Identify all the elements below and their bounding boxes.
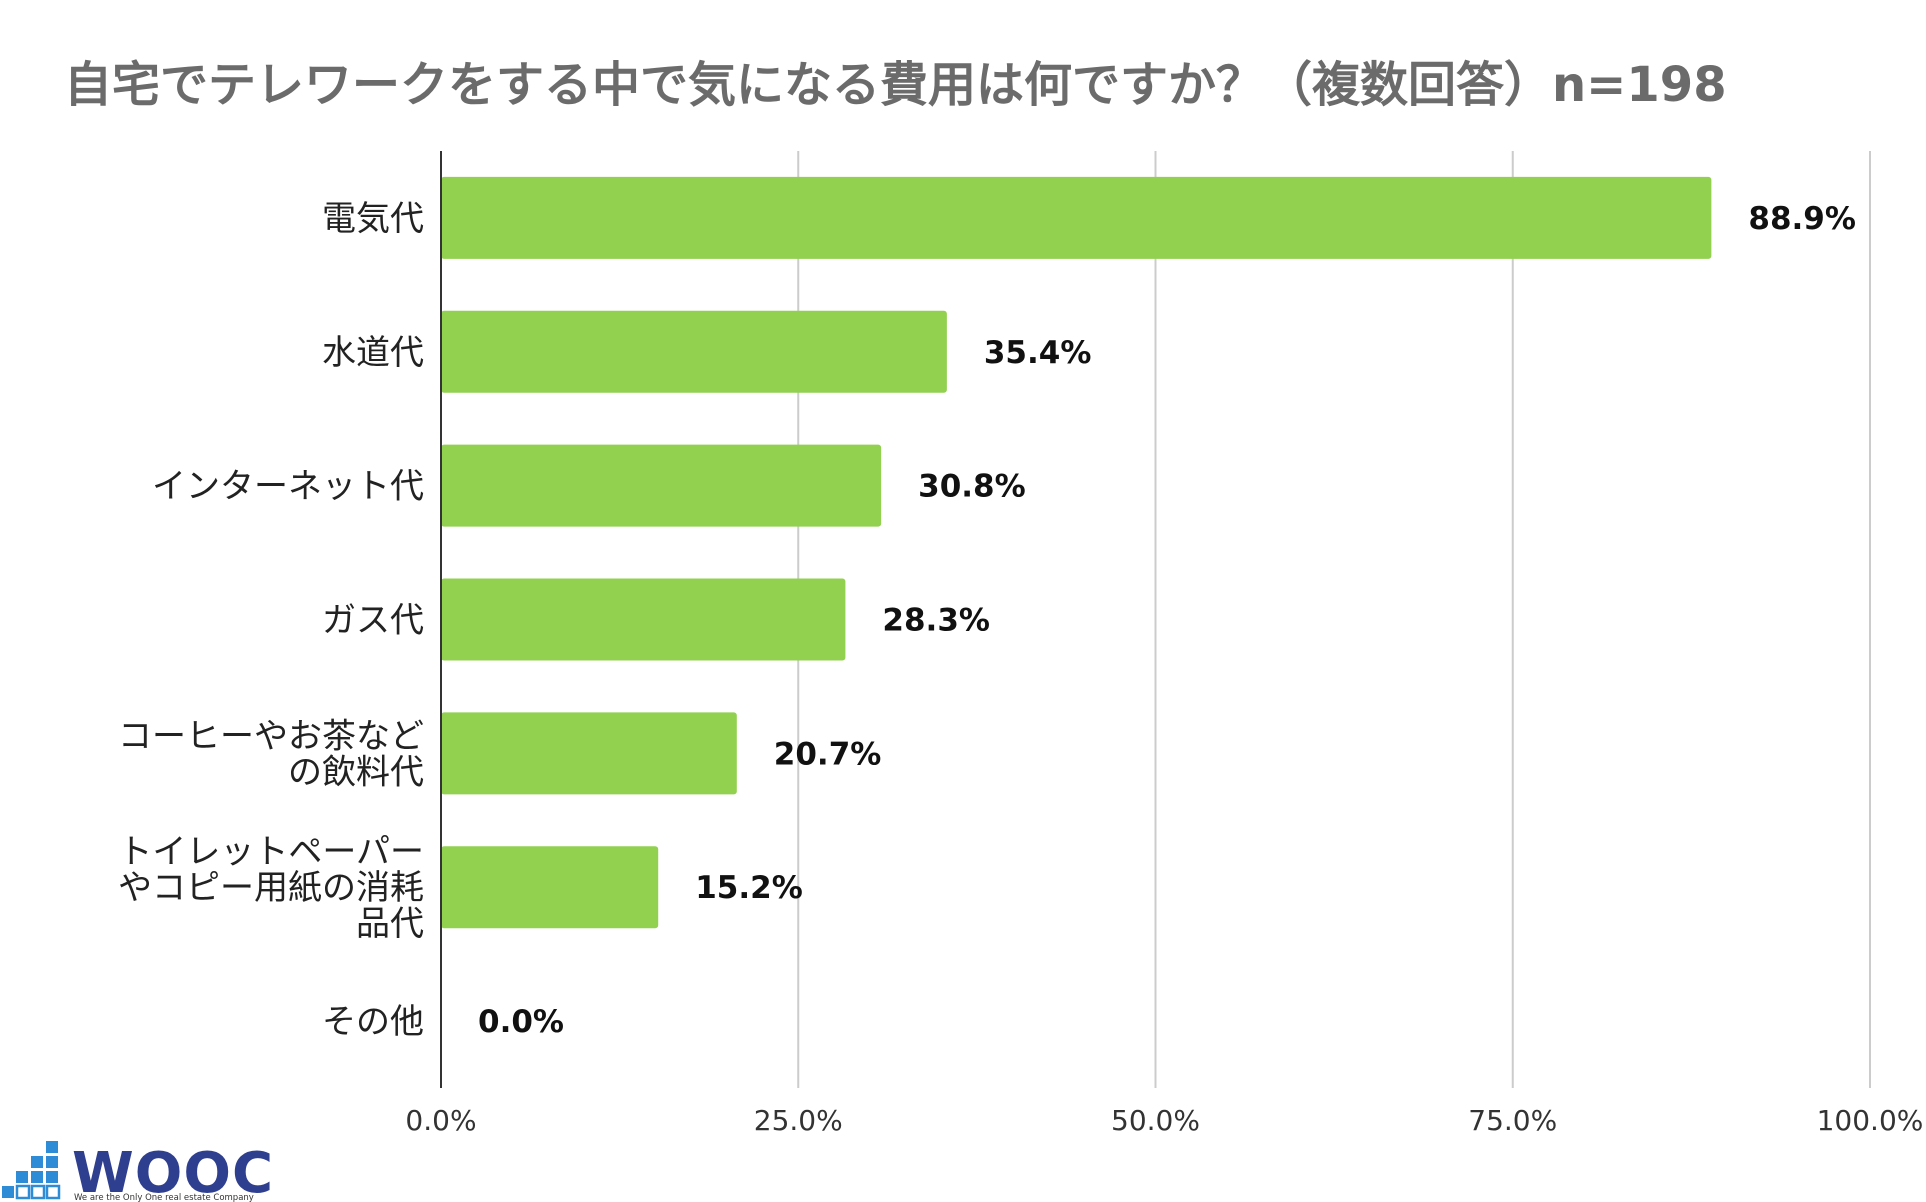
category-label: トイレットペーパーやコピー用紙の消耗品代 — [118, 832, 424, 944]
bar — [441, 444, 882, 527]
category-label: ガス代 — [322, 601, 424, 641]
category-label: その他 — [322, 1002, 424, 1042]
bar — [441, 846, 659, 929]
data-label: 0.0% — [478, 1004, 564, 1040]
x-tick-label: 50.0% — [1111, 1104, 1200, 1137]
category-label: インターネット代 — [152, 467, 424, 507]
data-label: 20.7% — [774, 736, 882, 772]
category-label: 水道代 — [322, 333, 424, 373]
labels: 0.0% 25.0% 50.0% 75.0% 100.0% 88.9% 電気代 35.4% 水道… — [118, 199, 1923, 1137]
chart-title: 自宅でテレワークをする中で気になる費用は何ですか？（複数回答）n=198 — [64, 57, 1727, 113]
x-tick-label: 25.0% — [754, 1104, 843, 1137]
data-label: 35.4% — [984, 335, 1092, 371]
bar — [441, 176, 1712, 259]
data-label: 15.2% — [695, 870, 803, 906]
logo-text: WOOC — [72, 1141, 274, 1202]
wooc-logo: WOOC We are the Only One real estate Com… — [2, 1141, 274, 1202]
data-label: 88.9% — [1748, 201, 1856, 237]
x-tick-label: 0.0% — [405, 1104, 476, 1137]
bar — [441, 310, 947, 393]
x-tick-label: 75.0% — [1468, 1104, 1557, 1137]
category-label: 電気代 — [322, 199, 424, 239]
data-label: 30.8% — [918, 469, 1026, 505]
data-label: 28.3% — [882, 603, 990, 639]
category-label: コーヒーやお茶などの飲料代 — [118, 716, 424, 792]
bar — [441, 712, 737, 795]
x-tick-label: 100.0% — [1817, 1104, 1924, 1137]
logo-blocks-icon — [2, 1141, 61, 1200]
bars — [441, 176, 1712, 929]
logo-tagline: We are the Only One real estate Company — [74, 1193, 254, 1202]
bar — [441, 578, 846, 661]
